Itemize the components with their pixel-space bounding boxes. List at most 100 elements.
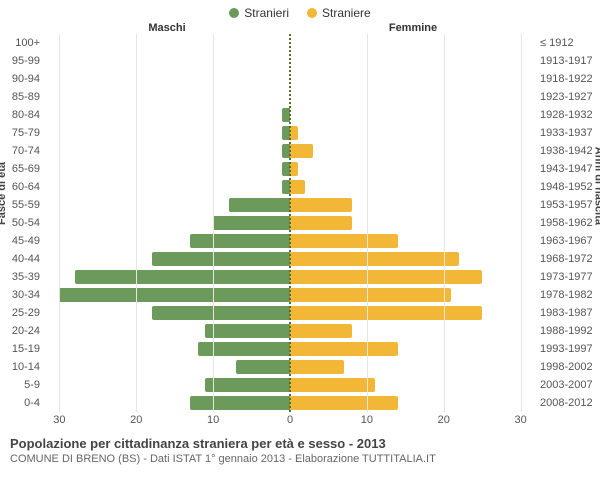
birth-label: 1988-1992 bbox=[540, 322, 600, 340]
bar-female bbox=[290, 126, 298, 140]
bar-row bbox=[44, 214, 290, 232]
bar-female bbox=[290, 234, 398, 248]
bar-female bbox=[290, 360, 344, 374]
legend-label-female: Straniere bbox=[322, 6, 371, 20]
bar-row bbox=[290, 178, 536, 196]
birth-label: 1973-1977 bbox=[540, 268, 600, 286]
age-label: 90-94 bbox=[0, 70, 40, 88]
bars-male bbox=[44, 34, 290, 412]
birth-label: 2003-2007 bbox=[540, 376, 600, 394]
x-tick: 30 bbox=[515, 414, 527, 426]
bar-row bbox=[290, 106, 536, 124]
age-label: 40-44 bbox=[0, 250, 40, 268]
male-swatch bbox=[229, 8, 239, 18]
header-male: Maschi bbox=[44, 22, 290, 34]
header-female: Femmine bbox=[290, 22, 536, 34]
bar-female bbox=[290, 144, 313, 158]
birth-label: 1933-1937 bbox=[540, 124, 600, 142]
bar-row bbox=[290, 142, 536, 160]
bar-row bbox=[44, 286, 290, 304]
legend-item-female: Straniere bbox=[307, 6, 371, 20]
x-axis: 3020100102030 bbox=[0, 414, 600, 428]
age-label: 10-14 bbox=[0, 358, 40, 376]
bar-row bbox=[290, 394, 536, 412]
bar-female bbox=[290, 396, 398, 410]
bar-row bbox=[44, 250, 290, 268]
bar-row bbox=[290, 250, 536, 268]
age-label: 0-4 bbox=[0, 394, 40, 412]
bar-row bbox=[44, 268, 290, 286]
bar-row bbox=[290, 322, 536, 340]
birth-label: 1993-1997 bbox=[540, 340, 600, 358]
bar-row bbox=[290, 286, 536, 304]
chart-title: Popolazione per cittadinanza straniera p… bbox=[10, 436, 590, 451]
x-tick: 10 bbox=[361, 414, 373, 426]
legend-item-male: Stranieri bbox=[229, 6, 289, 20]
bars-area bbox=[44, 34, 536, 412]
y-axis-birth: ≤ 19121913-19171918-19221923-19271928-19… bbox=[536, 34, 600, 412]
bar-row bbox=[44, 358, 290, 376]
birth-label: 1953-1957 bbox=[540, 196, 600, 214]
bar-row bbox=[44, 304, 290, 322]
plot-area: 100+95-9990-9485-8980-8475-7970-7465-696… bbox=[0, 34, 600, 412]
age-label: 45-49 bbox=[0, 232, 40, 250]
age-label: 85-89 bbox=[0, 88, 40, 106]
birth-label: 1958-1962 bbox=[540, 214, 600, 232]
bar-row bbox=[44, 340, 290, 358]
birth-label: 1963-1967 bbox=[540, 232, 600, 250]
age-label: 15-19 bbox=[0, 340, 40, 358]
bar-row bbox=[44, 376, 290, 394]
age-label: 25-29 bbox=[0, 304, 40, 322]
bar-row bbox=[290, 196, 536, 214]
bar-female bbox=[290, 378, 375, 392]
age-label: 70-74 bbox=[0, 142, 40, 160]
birth-label: ≤ 1912 bbox=[540, 34, 600, 52]
age-label: 100+ bbox=[0, 34, 40, 52]
age-label: 35-39 bbox=[0, 268, 40, 286]
bar-male bbox=[152, 252, 290, 266]
bar-male bbox=[205, 324, 290, 338]
x-ticks: 3020100102030 bbox=[44, 414, 536, 428]
bar-row bbox=[290, 160, 536, 178]
bar-row bbox=[44, 160, 290, 178]
age-label: 80-84 bbox=[0, 106, 40, 124]
bar-row bbox=[290, 268, 536, 286]
bar-male bbox=[152, 306, 290, 320]
bar-male bbox=[236, 360, 290, 374]
column-headers: Maschi Femmine bbox=[0, 22, 600, 34]
bar-row bbox=[44, 178, 290, 196]
bar-male bbox=[213, 216, 290, 230]
bar-row bbox=[290, 358, 536, 376]
birth-label: 1968-1972 bbox=[540, 250, 600, 268]
bar-row bbox=[44, 196, 290, 214]
bars-female bbox=[290, 34, 536, 412]
bar-row bbox=[290, 70, 536, 88]
legend-label-male: Stranieri bbox=[244, 6, 289, 20]
y-axis-label-left: Fasce di età bbox=[0, 162, 8, 225]
bar-male bbox=[198, 342, 290, 356]
bar-row bbox=[290, 52, 536, 70]
birth-label: 1923-1927 bbox=[540, 88, 600, 106]
birth-label: 1978-1982 bbox=[540, 286, 600, 304]
x-tick: 20 bbox=[438, 414, 450, 426]
age-label: 20-24 bbox=[0, 322, 40, 340]
birth-label: 2008-2012 bbox=[540, 394, 600, 412]
birth-label: 1938-1942 bbox=[540, 142, 600, 160]
x-tick: 20 bbox=[130, 414, 142, 426]
age-label: 75-79 bbox=[0, 124, 40, 142]
bar-row bbox=[290, 88, 536, 106]
bar-row bbox=[44, 70, 290, 88]
birth-label: 1913-1917 bbox=[540, 52, 600, 70]
bar-row bbox=[44, 142, 290, 160]
bar-row bbox=[44, 34, 290, 52]
bar-female bbox=[290, 180, 305, 194]
birth-label: 1998-2002 bbox=[540, 358, 600, 376]
bar-row bbox=[44, 52, 290, 70]
x-tick: 10 bbox=[207, 414, 219, 426]
female-swatch bbox=[307, 8, 317, 18]
age-label: 5-9 bbox=[0, 376, 40, 394]
bar-row bbox=[290, 34, 536, 52]
bar-female bbox=[290, 216, 352, 230]
legend: Stranieri Straniere bbox=[0, 0, 600, 20]
chart: Fasce di età Anni di nascita Maschi Femm… bbox=[0, 22, 600, 428]
